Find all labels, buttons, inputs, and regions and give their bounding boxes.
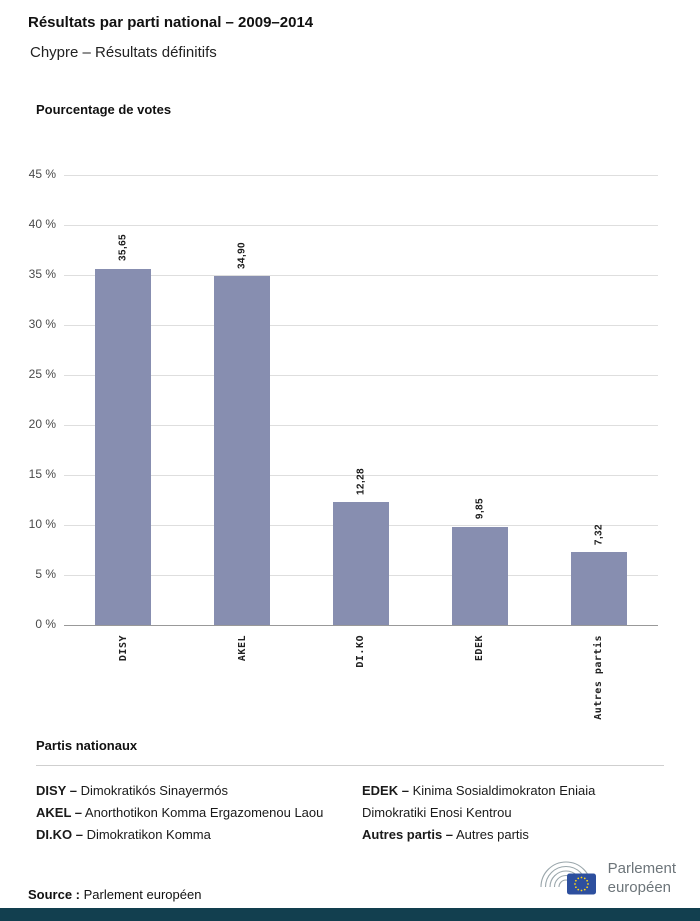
gridline [64,625,658,626]
x-axis-slot: EDEK [420,626,539,736]
legend-item-autres: Autres partis – Autres partis [362,824,654,846]
bar-di-ko: 12,28 [332,468,389,625]
source-line: Source : Parlement européen [28,887,201,902]
y-axis-tick-label: 15 % [28,467,56,481]
y-axis-tick-label: 35 % [28,267,56,281]
y-axis-tick-label: 5 % [35,567,56,581]
bar-value-label: 35,65 [117,234,129,262]
y-axis-tick-label: 45 % [28,167,56,181]
x-axis-slot: AKEL [183,626,302,736]
bar-edek: 9,85 [451,498,508,625]
legend-name: Dimokratikós Sinayermós [76,783,228,798]
x-axis-tick-label: DISY [117,635,129,662]
bar-autres-partis: 7,32 [570,524,627,625]
legend-abbr: Autres partis – [362,827,454,842]
legend-name: Autres partis [453,827,529,842]
legend-name: Anorthotikon Komma Ergazomenou Laou [82,805,324,820]
bar-slot: 12,28 [302,175,421,625]
legend-name: Kinima Sosialdimokraton Eniaia Dimokrati… [362,783,596,820]
bar-slot: 7,32 [539,175,658,625]
x-axis-slot: DI.KO [302,626,421,736]
chart-title: Pourcentage de votes [36,102,172,117]
bar-slot: 34,90 [183,175,302,625]
gridline [64,175,658,176]
y-axis-tick-label: 20 % [28,417,56,431]
legend-item-akel: AKEL – Anorthotikon Komma Ergazomenou La… [36,802,352,824]
legend-columns: DISY – Dimokratikós Sinayermós AKEL – An… [36,780,664,846]
gridline [64,325,658,326]
x-axis-slot: Autres partis [539,626,658,736]
gridline [64,475,658,476]
x-axis-tick-label: Autres partis [593,635,605,720]
y-axis-tick-label: 40 % [28,217,56,231]
bar-value-label: 34,90 [236,241,248,269]
gridline [64,225,658,226]
x-axis-tick-label: DI.KO [355,635,367,668]
legend-column-right: EDEK – Kinima Sosialdimokraton Eniaia Di… [362,780,654,846]
source-text: Parlement européen [80,887,202,902]
legend-item-disy: DISY – Dimokratikós Sinayermós [36,780,352,802]
page-title: Résultats par parti national – 2009–2014 [28,14,314,31]
y-axis-tick-label: 10 % [28,517,56,531]
bar-slot: 35,65 [64,175,183,625]
logo-wordmark-line1: Parlement [607,860,676,877]
bar-slot: 9,85 [420,175,539,625]
x-axis-tick-label: AKEL [236,635,248,662]
european-parliament-logo: Parlement européen [536,856,676,900]
y-axis-tick-label: 0 % [35,617,56,631]
x-axis-tick-label: EDEK [474,635,486,662]
y-axis-tick-label: 30 % [28,317,56,331]
x-axis: DISY AKEL DI.KO EDEK Autres partis [64,626,658,736]
legend-item-edek: EDEK – Kinima Sosialdimokraton Eniaia Di… [362,780,654,824]
gridline [64,425,658,426]
gridline [64,375,658,376]
legend-abbr: EDEK – [362,783,409,798]
gridline [64,275,658,276]
legend-column-left: DISY – Dimokratikós Sinayermós AKEL – An… [36,780,362,846]
bar-value-label: 12,28 [355,468,367,496]
x-axis-slot: DISY [64,626,183,736]
bar-akel: 34,90 [214,242,271,625]
legend-item-diko: DI.KO – Dimokratikon Komma [36,824,352,846]
y-axis-tick-label: 25 % [28,367,56,381]
bar-value-label: 7,32 [593,523,605,545]
logo-wordmark: Parlement européen [608,859,676,897]
legend-abbr: DISY – [36,783,77,798]
plot-area: 35,65 34,90 12,28 9,85 7,32 [64,175,658,626]
footer-color-bar [0,908,700,921]
logo-wordmark-line2: européen [607,879,672,896]
legend-name: Dimokratikon Komma [82,827,211,842]
hemicycle-eu-flag-icon [540,861,596,895]
legend-heading: Partis nationaux [36,738,664,766]
y-axis: 45 % 40 % 35 % 30 % 25 % 20 % 15 % 10 % 5 % 0 % [0,167,56,631]
party-legend-section: Partis nationaux DISY – Dimokratikós Sin… [36,738,664,846]
legend-abbr: AKEL – [36,805,82,820]
bar-value-label: 9,85 [474,498,486,520]
page-subtitle: Chypre – Résultats définitifs [30,44,217,61]
legend-abbr: DI.KO – [36,827,83,842]
source-label: Source : [28,887,81,902]
bar-disy: 35,65 [95,234,152,625]
